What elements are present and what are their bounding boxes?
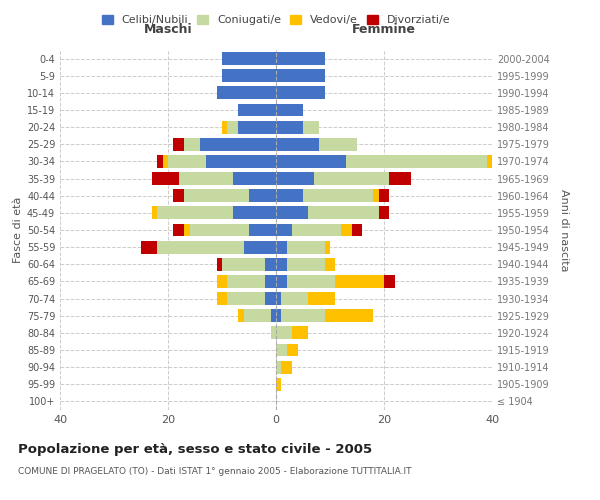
- Bar: [190, 224, 249, 236]
- Bar: [303, 190, 373, 202]
- Bar: [244, 310, 271, 322]
- Bar: [184, 138, 200, 150]
- Bar: [276, 326, 292, 340]
- Bar: [265, 292, 276, 305]
- Bar: [265, 275, 276, 288]
- Bar: [276, 206, 308, 220]
- Bar: [227, 275, 265, 288]
- Bar: [281, 292, 308, 305]
- Bar: [346, 155, 487, 168]
- Bar: [206, 155, 276, 168]
- Bar: [276, 258, 287, 270]
- Bar: [249, 190, 276, 202]
- Bar: [281, 360, 292, 374]
- Bar: [287, 240, 325, 254]
- Bar: [303, 120, 319, 134]
- Bar: [276, 120, 303, 134]
- Bar: [200, 138, 276, 150]
- Bar: [244, 240, 276, 254]
- Bar: [141, 240, 157, 254]
- Bar: [276, 138, 319, 150]
- Bar: [227, 292, 265, 305]
- Bar: [179, 172, 233, 185]
- Bar: [292, 224, 341, 236]
- Bar: [276, 378, 281, 390]
- Text: Popolazione per età, sesso e stato civile - 2005: Popolazione per età, sesso e stato civil…: [18, 442, 372, 456]
- Bar: [276, 360, 281, 374]
- Bar: [217, 275, 227, 288]
- Bar: [152, 206, 157, 220]
- Bar: [487, 155, 492, 168]
- Bar: [271, 310, 276, 322]
- Bar: [233, 206, 276, 220]
- Bar: [325, 258, 335, 270]
- Bar: [238, 120, 276, 134]
- Bar: [341, 224, 352, 236]
- Bar: [379, 206, 389, 220]
- Bar: [168, 155, 206, 168]
- Bar: [233, 172, 276, 185]
- Bar: [217, 292, 227, 305]
- Bar: [308, 292, 335, 305]
- Bar: [173, 190, 184, 202]
- Bar: [287, 344, 298, 356]
- Bar: [287, 275, 335, 288]
- Bar: [276, 292, 281, 305]
- Text: Maschi: Maschi: [143, 24, 193, 36]
- Y-axis label: Fasce di età: Fasce di età: [13, 197, 23, 263]
- Bar: [265, 258, 276, 270]
- Bar: [276, 275, 287, 288]
- Bar: [276, 224, 292, 236]
- Bar: [271, 326, 276, 340]
- Bar: [222, 258, 265, 270]
- Bar: [222, 52, 276, 65]
- Bar: [335, 275, 384, 288]
- Bar: [249, 224, 276, 236]
- Bar: [173, 224, 184, 236]
- Bar: [276, 155, 346, 168]
- Bar: [238, 104, 276, 117]
- Bar: [217, 258, 222, 270]
- Bar: [276, 52, 325, 65]
- Bar: [287, 258, 325, 270]
- Bar: [184, 190, 249, 202]
- Bar: [157, 206, 233, 220]
- Bar: [163, 155, 168, 168]
- Bar: [276, 172, 314, 185]
- Bar: [222, 70, 276, 82]
- Bar: [276, 70, 325, 82]
- Bar: [373, 190, 379, 202]
- Bar: [325, 310, 373, 322]
- Bar: [379, 190, 389, 202]
- Legend: Celibi/Nubili, Coniugati/e, Vedovi/e, Divorziati/e: Celibi/Nubili, Coniugati/e, Vedovi/e, Di…: [97, 10, 455, 29]
- Bar: [152, 172, 179, 185]
- Bar: [292, 326, 308, 340]
- Bar: [222, 120, 227, 134]
- Bar: [276, 190, 303, 202]
- Bar: [276, 240, 287, 254]
- Bar: [276, 86, 325, 100]
- Text: COMUNE DI PRAGELATO (TO) - Dati ISTAT 1° gennaio 2005 - Elaborazione TUTTITALIA.: COMUNE DI PRAGELATO (TO) - Dati ISTAT 1°…: [18, 468, 412, 476]
- Y-axis label: Anni di nascita: Anni di nascita: [559, 188, 569, 271]
- Bar: [352, 224, 362, 236]
- Bar: [227, 120, 238, 134]
- Bar: [184, 224, 190, 236]
- Bar: [276, 104, 303, 117]
- Bar: [308, 206, 379, 220]
- Bar: [314, 172, 389, 185]
- Bar: [217, 86, 276, 100]
- Bar: [157, 155, 163, 168]
- Text: Femmine: Femmine: [352, 24, 416, 36]
- Bar: [281, 310, 325, 322]
- Bar: [389, 172, 411, 185]
- Bar: [173, 138, 184, 150]
- Bar: [319, 138, 357, 150]
- Bar: [238, 310, 244, 322]
- Bar: [276, 310, 281, 322]
- Bar: [276, 344, 287, 356]
- Bar: [325, 240, 330, 254]
- Bar: [157, 240, 244, 254]
- Bar: [384, 275, 395, 288]
